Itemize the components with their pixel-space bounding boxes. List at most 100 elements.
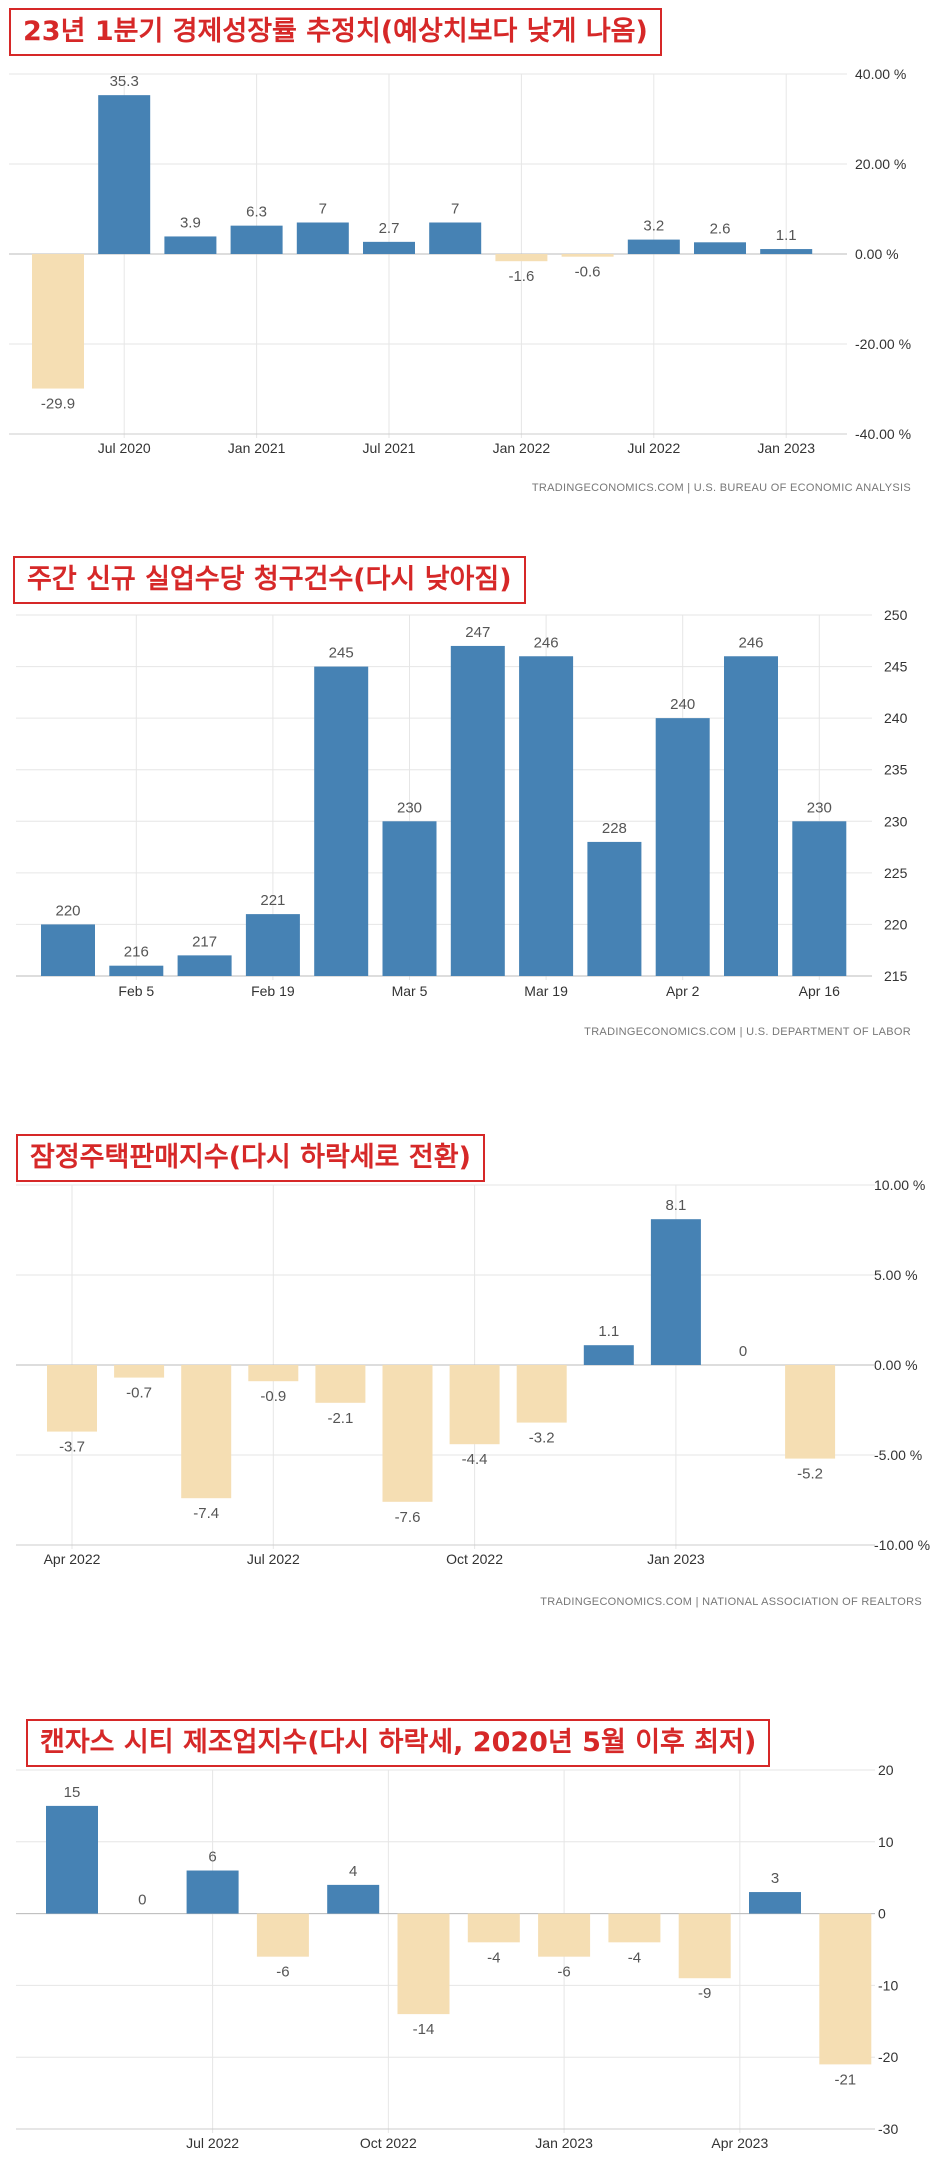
bar xyxy=(429,222,482,254)
chart-title: 캔자스 시티 제조업지수(다시 하락세, 2020년 5월 이후 최저) xyxy=(26,1719,771,1767)
bar xyxy=(363,241,415,254)
source-note: TRADINGECONOMICS.COM | U.S. BUREAU OF EC… xyxy=(532,482,911,494)
jobless-claims-chart: 250 245 240 235 230 225 220 215 Feb 5 Feb 19 Mar 5… xyxy=(16,607,911,1038)
x-tick-label: Jan 2023 xyxy=(647,1551,705,1567)
data-label: -1.6 xyxy=(508,268,534,285)
bar xyxy=(516,1365,567,1423)
y-tick-label: 20 xyxy=(878,1762,894,1778)
x-tick-label: Jan 2023 xyxy=(535,2135,593,2151)
data-label: 1.1 xyxy=(776,227,797,244)
bar xyxy=(382,821,437,976)
bar xyxy=(245,914,300,976)
bar xyxy=(495,254,548,262)
x-tick-label: Jan 2021 xyxy=(228,440,286,456)
bar xyxy=(449,1365,500,1445)
x-tick-label: Apr 16 xyxy=(799,983,840,999)
bar xyxy=(694,242,746,254)
pending-home-sales-chart: 10.00 % 5.00 % 0.00 % -5.00 % -10.00 % Apr 20… xyxy=(16,1177,930,1608)
bar xyxy=(655,718,710,976)
chart-title: 잠정주택판매지수(다시 하락세로 전환) xyxy=(16,1134,485,1182)
bar xyxy=(327,1884,380,1914)
bar xyxy=(256,1913,309,1957)
data-label: 240 xyxy=(670,696,695,713)
bar xyxy=(724,656,778,976)
data-label: 2.7 xyxy=(379,220,400,237)
bar xyxy=(608,1913,661,1943)
chart-title: 주간 신규 실업수당 청구건수(다시 낮아짐) xyxy=(13,556,526,604)
bar xyxy=(627,239,680,254)
data-label: 3.2 xyxy=(643,218,664,235)
data-label: 35.3 xyxy=(110,73,139,90)
x-tick-label: Mar 5 xyxy=(392,983,428,999)
y-tick-label: -20.00 % xyxy=(855,336,911,352)
bar xyxy=(186,1870,239,1914)
y-tick-label: 230 xyxy=(884,813,908,829)
data-label: -0.6 xyxy=(575,264,601,281)
x-tick-label: Jul 2021 xyxy=(363,440,416,456)
data-label: 7 xyxy=(319,201,327,218)
x-tick-label: Jan 2023 xyxy=(757,440,815,456)
y-tick-label: 0.00 % xyxy=(855,246,899,262)
data-label: -4.4 xyxy=(462,1451,488,1468)
y-tick-label: 0 xyxy=(878,1906,886,1922)
data-label: 7 xyxy=(451,201,459,218)
data-label: 6 xyxy=(208,1849,216,1866)
x-tick-label: Apr 2 xyxy=(666,983,700,999)
bar xyxy=(314,666,369,976)
y-tick-label: -30 xyxy=(878,2121,898,2137)
data-label: -7.4 xyxy=(193,1505,219,1522)
bar xyxy=(109,965,164,976)
bar xyxy=(792,821,847,976)
data-label: 246 xyxy=(738,634,763,651)
bar xyxy=(248,1365,299,1382)
x-tick-label: Jan 2022 xyxy=(493,440,551,456)
bar xyxy=(181,1365,232,1499)
source-note: TRADINGECONOMICS.COM | U.S. DEPARTMENT O… xyxy=(584,1026,911,1038)
x-tick-label: Feb 5 xyxy=(118,983,154,999)
data-label: -7.6 xyxy=(395,1509,421,1526)
y-tick-label: 20.00 % xyxy=(855,156,906,172)
data-label: -6 xyxy=(557,1964,570,1981)
bar xyxy=(98,95,151,255)
bar xyxy=(397,1913,450,2015)
y-tick-label: 10 xyxy=(878,1834,894,1850)
data-label: -0.9 xyxy=(260,1388,286,1405)
data-label: -5.2 xyxy=(797,1466,823,1483)
y-tick-label: -20 xyxy=(878,2049,898,2065)
bar xyxy=(46,1805,98,1914)
y-tick-label: 225 xyxy=(884,865,908,881)
data-label: 2.6 xyxy=(710,220,731,237)
data-label: -3.7 xyxy=(59,1439,85,1456)
y-tick-label: 250 xyxy=(884,607,908,623)
bar xyxy=(583,1345,634,1365)
chart-title: 23년 1분기 경제성장률 추정치(예상치보다 낮게 나옴) xyxy=(9,8,662,56)
y-tick-label: 240 xyxy=(884,710,908,726)
y-tick-label: 10.00 % xyxy=(874,1177,925,1193)
data-label: 216 xyxy=(124,944,149,961)
data-label: -0.7 xyxy=(126,1385,152,1402)
data-label: -14 xyxy=(413,2021,435,2038)
x-tick-label: Apr 2022 xyxy=(44,1551,101,1567)
data-label: 247 xyxy=(465,624,490,641)
data-label: 0 xyxy=(739,1343,747,1360)
data-label: 3.9 xyxy=(180,214,201,231)
bar xyxy=(819,1913,872,2065)
y-tick-label: -40.00 % xyxy=(855,426,911,442)
x-tick-label: Mar 19 xyxy=(524,983,568,999)
data-label: 1.1 xyxy=(598,1323,619,1340)
bar xyxy=(164,236,217,254)
bar xyxy=(760,249,813,254)
bar xyxy=(538,1913,591,1957)
bar xyxy=(114,1365,165,1378)
data-label: -21 xyxy=(834,2071,856,2088)
y-tick-label: 5.00 % xyxy=(874,1267,918,1283)
x-tick-label: Oct 2022 xyxy=(446,1551,503,1567)
data-label: 217 xyxy=(192,933,217,950)
y-tick-label: 0.00 % xyxy=(874,1357,918,1373)
y-tick-label: 40.00 % xyxy=(855,66,906,82)
chart-panel-gdp: 23년 1분기 경제성장률 추정치(예상치보다 낮게 나옴) 40.00 % 20… xyxy=(0,0,946,510)
bar xyxy=(230,225,283,254)
data-label: 246 xyxy=(534,634,559,651)
bar xyxy=(41,924,95,976)
y-tick-label: -10.00 % xyxy=(874,1537,930,1553)
